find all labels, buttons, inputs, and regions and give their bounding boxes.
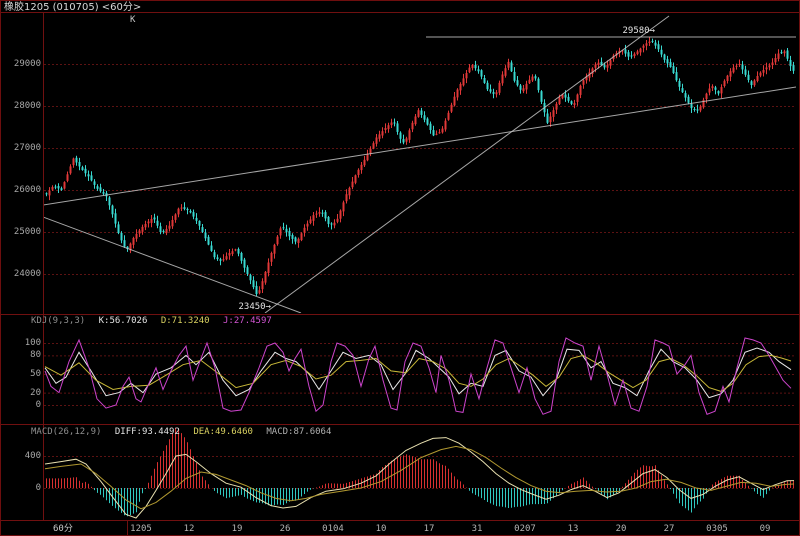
candlestick-series (45, 37, 795, 296)
window-title: 橡胶1205 (010705) <60分> (4, 2, 142, 13)
date-axis-label: 0104 (322, 524, 344, 534)
date-axis-label: 12 (183, 524, 195, 534)
macd-axis-label: 400 (24, 451, 41, 461)
trendlines (44, 15, 797, 313)
date-axis-label: 0207 (514, 524, 536, 534)
date-axis-label: 19 (231, 524, 243, 534)
kdj-axis-label: 100 (24, 338, 41, 348)
kdj-d-value: D:71.3240 (160, 316, 210, 326)
k-line-type-marker: K (130, 15, 136, 25)
low-price-annotation: 23450→ (238, 302, 271, 312)
price-axis-label: 24000 (13, 269, 41, 279)
date-axis-label: 20 (615, 524, 627, 534)
date-axis-label: 17 (423, 524, 435, 534)
macd-curves (44, 437, 795, 519)
price-axis-label: 29000 (13, 59, 41, 69)
kdj-name: KDJ(9,3,3) (31, 316, 86, 326)
title-separator (1, 12, 799, 13)
period-label: 60分 (53, 524, 73, 534)
date-axis-label: 26 (279, 524, 291, 534)
kdj-curves (44, 337, 792, 415)
macd-histogram (46, 427, 794, 517)
date-axis-label: 09 (759, 524, 771, 534)
macd-macd-value: MACD:87.6064 (266, 427, 332, 437)
macd-name: MACD(26,12,9) (31, 427, 102, 437)
kdj-axis-label: 0 (35, 400, 41, 410)
macd-indicator-header: MACD(26,12,9) DIFF:93.4492 DEA:49.6460 M… (31, 427, 339, 437)
date-axis-label: 13 (567, 524, 579, 534)
date-axis-label: 1205 (130, 524, 152, 534)
kdj-k-value: K:56.7026 (98, 316, 148, 326)
kdj-indicator-header: KDJ(9,3,3) K:56.7026 D:71.3240 J:27.4597 (31, 316, 280, 326)
price-axis-label: 25000 (13, 227, 41, 237)
price-axis-label: 28000 (13, 101, 41, 111)
date-axis-label: 0305 (706, 524, 728, 534)
period-cell-separator (127, 520, 128, 535)
macd-axis-label: 0 (35, 483, 41, 493)
kdj-j-value: J:27.4597 (223, 316, 272, 326)
kdj-axis-label: 50 (30, 369, 41, 379)
date-axis-label: 31 (471, 524, 483, 534)
macd-dea-value: DEA:49.6460 (193, 427, 253, 437)
macd-xaxis-separator (1, 520, 799, 521)
kdj-axis-label: 20 (30, 387, 41, 398)
y-axis-separator (43, 13, 44, 520)
main-kdj-separator (1, 314, 799, 315)
macd-diff-value: DIFF:93.4492 (114, 427, 180, 437)
date-axis-label: 27 (663, 524, 675, 534)
price-axis-label: 27000 (13, 143, 41, 153)
date-axis-label: 10 (375, 524, 387, 534)
kdj-macd-separator (1, 424, 799, 425)
kdj-axis-label: 80 (30, 350, 41, 361)
price-axis-label: 26000 (13, 185, 41, 195)
high-price-annotation: 29580→ (622, 26, 655, 36)
